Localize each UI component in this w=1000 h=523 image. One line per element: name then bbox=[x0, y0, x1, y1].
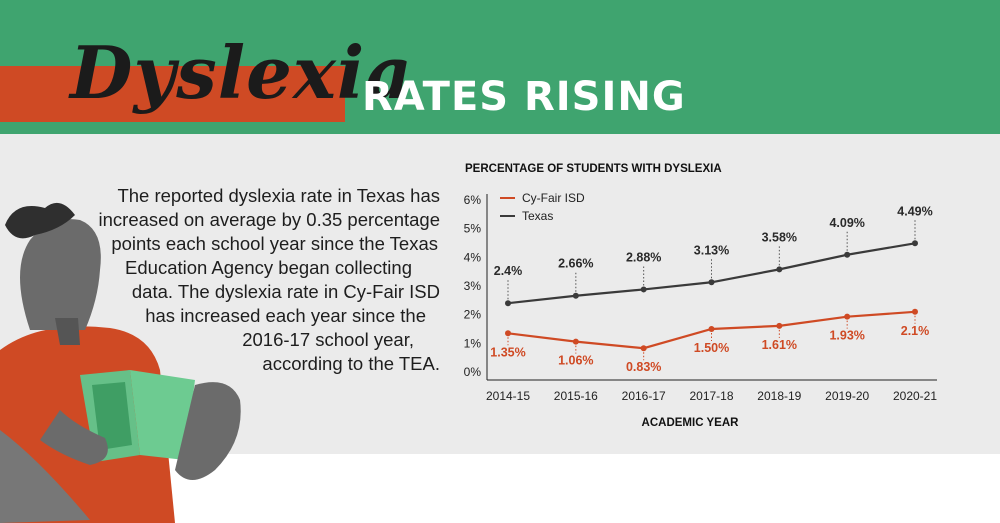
x-axis-title: ACADEMIC YEAR bbox=[642, 417, 740, 429]
cyfair-data-label: 1.50% bbox=[694, 341, 729, 355]
x-tick-label: 2019-20 bbox=[825, 389, 869, 403]
texas-point bbox=[708, 279, 715, 286]
cyfair-data-label: 1.35% bbox=[490, 345, 525, 359]
texas-point bbox=[640, 286, 647, 293]
description-line: Education Agency began collecting bbox=[125, 257, 412, 278]
description-line: has increased each year since the bbox=[145, 305, 426, 326]
y-tick-label: 2% bbox=[464, 308, 482, 322]
x-tick-label: 2017-18 bbox=[689, 389, 733, 403]
cyfair-point bbox=[708, 326, 715, 332]
texas-point bbox=[776, 266, 783, 273]
description-line: The reported dyslexia rate in Texas has bbox=[117, 185, 440, 206]
texas-data-label: 4.09% bbox=[829, 216, 864, 230]
description-line: increased on average by 0.35 percentage bbox=[98, 209, 440, 230]
cyfair-data-label: 1.61% bbox=[762, 338, 797, 352]
description-line: 2016-17 school year, bbox=[242, 329, 414, 350]
cyfair-point bbox=[572, 338, 579, 345]
y-tick-label: 4% bbox=[464, 250, 482, 264]
texas-data-label: 3.58% bbox=[762, 230, 797, 244]
line-chart: PERCENTAGE OF STUDENTS WITH DYSLEXIA 0% 1… bbox=[464, 163, 938, 429]
y-tick-label: 3% bbox=[464, 279, 482, 293]
cyfair-data-label: 0.83% bbox=[626, 360, 661, 374]
texas-point bbox=[912, 240, 918, 247]
description-text: The reported dyslexia rate in Texas has … bbox=[40, 184, 440, 376]
description-line: data. The dyslexia rate in Cy-Fair ISD bbox=[131, 281, 440, 302]
title-accent-band bbox=[0, 66, 345, 122]
texas-point bbox=[505, 300, 511, 307]
cyfair-point bbox=[640, 345, 647, 352]
x-tick-label: 2018-19 bbox=[757, 389, 801, 403]
cyfair-point bbox=[844, 313, 851, 320]
description-line: according to the TEA. bbox=[262, 353, 440, 374]
plot-area: 0% 1% 2% 3% 4% 5% 6% 2014-15 2015-16 2016-17 2017-… bbox=[464, 191, 938, 403]
y-tick-label: 0% bbox=[464, 365, 482, 379]
cyfair-point bbox=[912, 308, 918, 315]
legend-label: Cy-Fair ISD bbox=[522, 191, 585, 205]
y-tick-label: 5% bbox=[464, 222, 482, 236]
student-reading-illustration bbox=[0, 202, 241, 523]
texas-data-label: 2.88% bbox=[626, 250, 661, 264]
y-tick-label: 1% bbox=[464, 336, 482, 350]
cyfair-data-label: 2.1% bbox=[901, 324, 930, 338]
texas-data-label: 2.66% bbox=[558, 257, 593, 271]
x-tick-label: 2014-15 bbox=[486, 389, 530, 403]
texas-data-label: 2.4% bbox=[494, 264, 523, 278]
cyfair-data-label: 1.93% bbox=[829, 329, 864, 343]
texas-point bbox=[572, 292, 579, 299]
texas-data-label: 3.13% bbox=[694, 243, 729, 257]
texas-data-label: 4.49% bbox=[897, 204, 932, 218]
x-tick-label: 2020-21 bbox=[893, 389, 937, 403]
cyfair-point bbox=[776, 322, 783, 329]
legend-label: Texas bbox=[522, 209, 553, 223]
texas-point bbox=[844, 251, 851, 258]
y-tick-label: 6% bbox=[464, 193, 482, 207]
x-tick-label: 2016-17 bbox=[622, 389, 666, 403]
title-main: RATES RISING bbox=[362, 74, 686, 120]
cyfair-data-label: 1.06% bbox=[558, 354, 593, 368]
x-tick-label: 2015-16 bbox=[554, 389, 598, 403]
description-line: points each school year since the Texas bbox=[111, 233, 438, 254]
title-script: Dyslexia bbox=[70, 30, 413, 115]
cyfair-point bbox=[505, 330, 511, 337]
chart-title: PERCENTAGE OF STUDENTS WITH DYSLEXIA bbox=[465, 163, 722, 175]
